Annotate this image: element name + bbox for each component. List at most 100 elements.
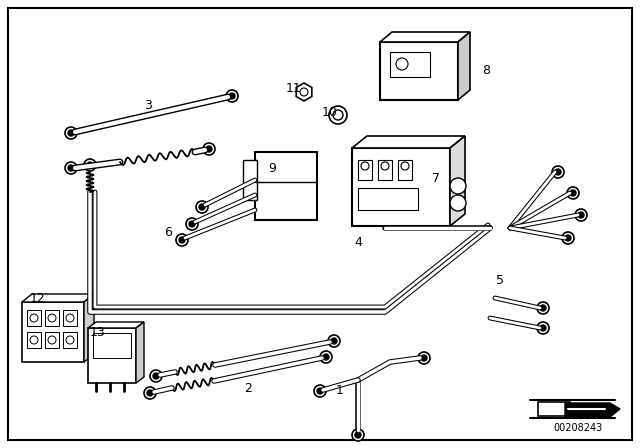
Polygon shape xyxy=(450,136,465,226)
Bar xyxy=(538,402,570,416)
Circle shape xyxy=(229,93,235,99)
Circle shape xyxy=(578,212,584,218)
Circle shape xyxy=(189,221,195,227)
Text: 9: 9 xyxy=(268,161,276,175)
Bar xyxy=(27,332,41,348)
Circle shape xyxy=(540,305,546,311)
Circle shape xyxy=(570,190,576,196)
Text: 10: 10 xyxy=(322,105,338,119)
Circle shape xyxy=(68,130,74,136)
Bar xyxy=(358,188,418,210)
Text: 2: 2 xyxy=(244,382,252,395)
Circle shape xyxy=(320,351,332,363)
Circle shape xyxy=(206,146,212,152)
Circle shape xyxy=(333,110,343,120)
Bar xyxy=(352,148,450,226)
Bar xyxy=(358,160,372,180)
Bar xyxy=(398,160,412,180)
Bar xyxy=(22,302,84,362)
Text: 7: 7 xyxy=(432,172,440,185)
Bar xyxy=(27,310,41,326)
Polygon shape xyxy=(352,136,465,148)
Polygon shape xyxy=(458,32,470,100)
Circle shape xyxy=(537,322,549,334)
Bar xyxy=(243,160,257,200)
Bar xyxy=(63,310,77,326)
Text: 8: 8 xyxy=(482,64,490,77)
Polygon shape xyxy=(22,294,94,302)
Circle shape xyxy=(176,234,188,246)
Circle shape xyxy=(565,235,571,241)
Bar xyxy=(45,332,59,348)
Circle shape xyxy=(179,237,185,243)
Circle shape xyxy=(421,355,427,361)
Text: 12: 12 xyxy=(30,292,46,305)
Text: 00208243: 00208243 xyxy=(554,423,603,433)
Circle shape xyxy=(450,178,466,194)
Polygon shape xyxy=(136,322,144,383)
Circle shape xyxy=(30,336,38,344)
Circle shape xyxy=(144,387,156,399)
Text: 11: 11 xyxy=(286,82,302,95)
Circle shape xyxy=(203,143,215,155)
Circle shape xyxy=(552,166,564,178)
Circle shape xyxy=(329,106,347,124)
Circle shape xyxy=(331,338,337,344)
Circle shape xyxy=(226,90,238,102)
Circle shape xyxy=(540,325,546,331)
Circle shape xyxy=(150,370,162,382)
Text: 13: 13 xyxy=(90,326,106,339)
Circle shape xyxy=(562,232,574,244)
Circle shape xyxy=(66,314,74,322)
Polygon shape xyxy=(296,83,312,101)
Polygon shape xyxy=(565,403,620,417)
Bar xyxy=(93,333,131,358)
Circle shape xyxy=(381,162,389,170)
Circle shape xyxy=(30,314,38,322)
Circle shape xyxy=(153,373,159,379)
Circle shape xyxy=(68,165,74,171)
Circle shape xyxy=(196,201,208,213)
Bar xyxy=(378,160,392,180)
Circle shape xyxy=(355,432,361,438)
Bar xyxy=(255,152,317,220)
Text: 6: 6 xyxy=(164,225,172,238)
Circle shape xyxy=(396,58,408,70)
Bar xyxy=(380,42,458,100)
Circle shape xyxy=(575,209,587,221)
Circle shape xyxy=(186,218,198,230)
Circle shape xyxy=(147,390,153,396)
Circle shape xyxy=(48,336,56,344)
Bar xyxy=(390,52,430,77)
Circle shape xyxy=(87,162,93,168)
Circle shape xyxy=(567,187,579,199)
Circle shape xyxy=(450,195,466,211)
Circle shape xyxy=(401,162,409,170)
Circle shape xyxy=(352,429,364,441)
Text: 5: 5 xyxy=(496,273,504,287)
Circle shape xyxy=(361,162,369,170)
Circle shape xyxy=(555,169,561,175)
Circle shape xyxy=(199,204,205,210)
Circle shape xyxy=(317,388,323,394)
Circle shape xyxy=(300,88,308,96)
Circle shape xyxy=(65,162,77,174)
Bar xyxy=(63,332,77,348)
Text: 3: 3 xyxy=(144,99,152,112)
Polygon shape xyxy=(88,322,144,328)
Circle shape xyxy=(328,335,340,347)
Text: 1: 1 xyxy=(336,383,344,396)
Circle shape xyxy=(314,385,326,397)
Circle shape xyxy=(48,314,56,322)
Circle shape xyxy=(418,352,430,364)
Bar xyxy=(45,310,59,326)
Polygon shape xyxy=(84,294,94,362)
Circle shape xyxy=(323,354,329,360)
Circle shape xyxy=(65,127,77,139)
Circle shape xyxy=(537,302,549,314)
Polygon shape xyxy=(380,32,470,42)
Circle shape xyxy=(66,336,74,344)
Bar xyxy=(88,328,136,383)
Text: 4: 4 xyxy=(354,236,362,249)
Circle shape xyxy=(84,159,96,171)
